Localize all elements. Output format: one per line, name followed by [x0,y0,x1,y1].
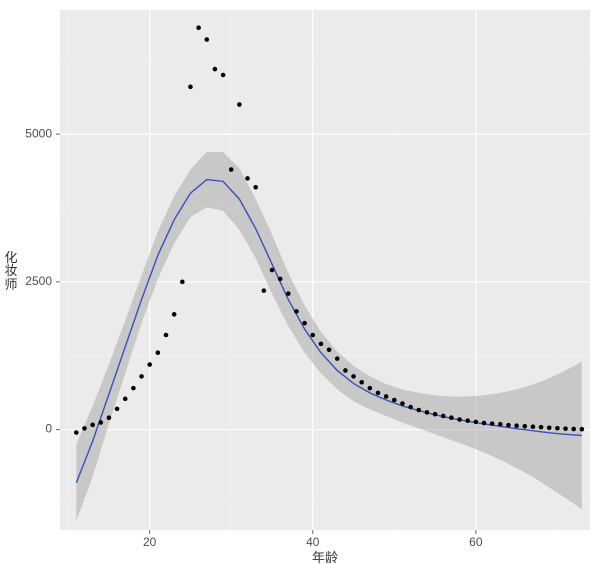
svg-text:40: 40 [306,535,320,549]
svg-text:年龄: 年龄 [312,550,338,564]
svg-text:20: 20 [143,535,157,549]
svg-text:60: 60 [469,535,483,549]
chart-container: 20 40 60 0 2500 5000 年龄 化妆师 [0,0,600,564]
y-axis-label: 化妆师 [4,251,18,292]
svg-text:2500: 2500 [25,274,52,288]
svg-text:0: 0 [45,422,52,436]
chart-svg: 20 40 60 0 2500 5000 年龄 [0,0,600,564]
svg-text:5000: 5000 [25,126,52,140]
